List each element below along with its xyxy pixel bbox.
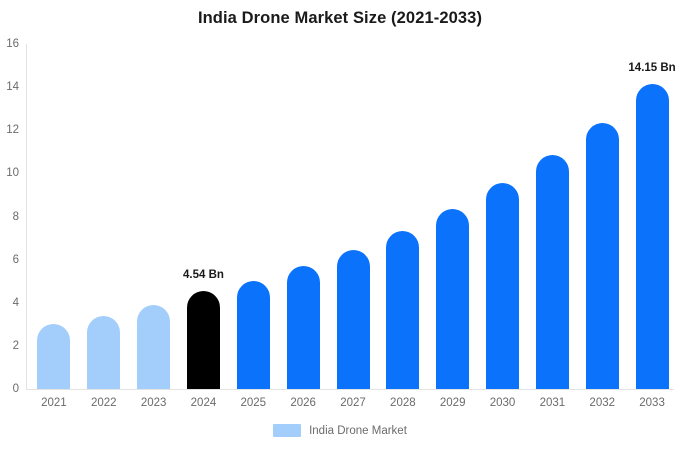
bar-group[interactable]: 2023: [137, 44, 171, 409]
legend-label: India Drone Market: [309, 424, 407, 437]
x-axis-tick-label: 2029: [439, 397, 466, 409]
bar[interactable]: [186, 291, 220, 389]
x-axis-tick-label: 2032: [589, 397, 616, 409]
x-axis-tick-label: 2023: [140, 397, 167, 409]
x-axis-tick-label: 2021: [41, 397, 67, 409]
x-axis-tick-label: 2031: [539, 397, 566, 409]
bar[interactable]: [436, 208, 470, 389]
bar-value-label: 14.15 Bn: [628, 61, 676, 74]
bar[interactable]: [286, 266, 320, 389]
y-axis-line: [26, 44, 27, 389]
bar[interactable]: [137, 304, 171, 389]
bar[interactable]: [486, 183, 520, 389]
x-axis-tick-label: 2022: [90, 397, 117, 409]
y-axis-tick-label: 16: [6, 38, 19, 50]
bar-group[interactable]: 2031: [535, 44, 569, 409]
x-axis-tick-label: 2025: [240, 397, 267, 409]
y-axis-tick-label: 10: [6, 167, 19, 180]
legend-swatch-icon: [273, 424, 302, 437]
bar[interactable]: [585, 122, 619, 389]
y-axis-tick-label: 4: [12, 296, 19, 309]
y-axis-tick-label: 0: [12, 383, 19, 395]
x-axis-tick-label: 2028: [390, 397, 416, 409]
x-axis-tick-label: 2026: [290, 397, 316, 409]
bars-layer: 2021 2022 2023 4.54 Bn 2024 2025 2026 2027 2028 2…: [26, 44, 676, 409]
x-axis-line: [26, 389, 674, 390]
bar[interactable]: [635, 83, 669, 389]
bar-value-label: 4.54 Bn: [182, 269, 224, 282]
y-axis-tick-label: 12: [6, 124, 19, 137]
bar-group[interactable]: 4.54 Bn 2024: [183, 44, 224, 409]
bar-group[interactable]: 2022: [87, 44, 121, 409]
bar-group[interactable]: 2021: [37, 44, 71, 409]
bar[interactable]: [37, 324, 71, 389]
bar[interactable]: [236, 281, 270, 389]
bar-group[interactable]: 2025: [236, 44, 270, 409]
x-axis-tick-label: 2027: [340, 397, 366, 409]
x-axis-tick-label: 2030: [489, 397, 516, 409]
bar-group[interactable]: 2026: [286, 44, 320, 409]
bar[interactable]: [87, 315, 121, 389]
legend-item[interactable]: India Drone Market: [273, 424, 407, 437]
y-axis-tick-label: 14: [6, 81, 19, 94]
bar[interactable]: [386, 230, 420, 389]
bar-group[interactable]: 14.15 Bn 2033: [628, 44, 675, 409]
chart-title: India Drone Market Size (2021-2033): [197, 9, 483, 27]
y-axis-tick-label: 6: [12, 253, 19, 266]
bar-group[interactable]: 2032: [585, 44, 619, 409]
x-axis-tick-label: 2033: [639, 397, 665, 409]
y-axis-tick-label: 8: [12, 210, 19, 223]
bar[interactable]: [336, 249, 370, 389]
x-axis-tick-label: 2024: [190, 397, 217, 409]
bar-group[interactable]: 2028: [386, 44, 420, 409]
plot-area: 0 2 4 6 8 10 12 14 16 2021 2022 2023 4.54 Bn 2024 202…: [6, 38, 676, 409]
bar-group[interactable]: 2027: [336, 44, 370, 409]
y-axis-tick-label: 2: [12, 339, 19, 352]
bar[interactable]: [535, 155, 569, 389]
chart-legend: India Drone Market: [0, 424, 680, 437]
bar-group[interactable]: 2030: [486, 44, 520, 409]
bar-group[interactable]: 2029: [436, 44, 470, 409]
